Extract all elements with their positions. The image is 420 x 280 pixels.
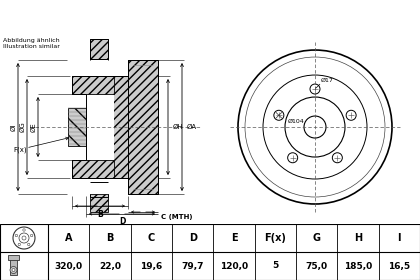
- Text: 120,0: 120,0: [220, 262, 248, 270]
- Text: ØG: ØG: [20, 122, 26, 132]
- Text: A: A: [65, 233, 72, 243]
- Text: ØI: ØI: [11, 123, 17, 131]
- Bar: [72, 76, 128, 178]
- Text: B: B: [97, 210, 103, 219]
- Circle shape: [12, 269, 15, 272]
- Text: C (MTH): C (MTH): [161, 214, 192, 220]
- Text: 5: 5: [272, 262, 278, 270]
- Text: Abbildung ähnlich: Abbildung ähnlich: [3, 38, 60, 43]
- Text: F(x): F(x): [13, 147, 26, 153]
- Text: G: G: [312, 233, 320, 243]
- Text: 16,5: 16,5: [388, 262, 410, 270]
- Bar: [72, 94, 114, 160]
- Text: ØH: ØH: [173, 124, 184, 130]
- Text: 185,0: 185,0: [344, 262, 372, 270]
- Text: 320,0: 320,0: [55, 262, 83, 270]
- Text: Ø104: Ø104: [288, 119, 305, 124]
- Bar: [10, 257, 17, 275]
- Text: Illustration similar: Illustration similar: [3, 44, 60, 49]
- Text: 24.0322-0224.1    522224: 24.0322-0224.1 522224: [99, 8, 338, 25]
- Bar: [128, 60, 158, 194]
- Text: D: D: [119, 217, 125, 226]
- Text: 75,0: 75,0: [306, 262, 328, 270]
- Text: E: E: [231, 233, 237, 243]
- Text: ØA: ØA: [187, 124, 197, 130]
- Text: 79,7: 79,7: [181, 262, 204, 270]
- Bar: [90, 39, 108, 59]
- Bar: [90, 194, 108, 212]
- Text: C: C: [148, 233, 155, 243]
- Text: ØE: ØE: [31, 122, 37, 132]
- Bar: [72, 160, 114, 178]
- Text: H: H: [354, 233, 362, 243]
- Text: 22,0: 22,0: [99, 262, 121, 270]
- Text: B: B: [106, 233, 114, 243]
- Bar: [68, 108, 86, 146]
- Text: 19,6: 19,6: [140, 262, 163, 270]
- Circle shape: [10, 267, 17, 274]
- Text: F(x): F(x): [265, 233, 286, 243]
- Text: D: D: [189, 233, 197, 243]
- Text: ate: ate: [162, 111, 268, 167]
- Text: I: I: [398, 233, 401, 243]
- Text: Ø17: Ø17: [321, 78, 334, 83]
- Bar: [72, 76, 114, 94]
- Bar: [8, 255, 19, 260]
